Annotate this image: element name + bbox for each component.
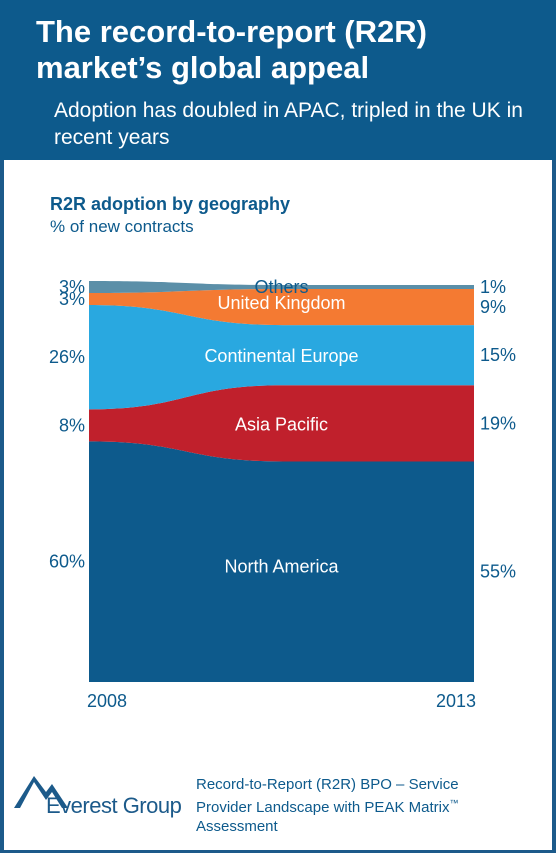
- chart-heading: R2R adoption by geography: [50, 194, 291, 214]
- footer-citation: Record-to-Report (R2R) BPO – Service Pro…: [196, 775, 546, 836]
- start-value-north-america: 60%: [49, 552, 85, 572]
- end-value-continental-europe: 15%: [480, 345, 516, 365]
- start-value-continental-europe: 26%: [49, 347, 85, 367]
- area-united-kingdom: [89, 289, 474, 326]
- x-tick-label-end: 2013: [436, 691, 476, 711]
- end-value-north-america: 55%: [480, 562, 516, 582]
- page-title: The record-to-report (R2R) market’s glob…: [36, 14, 427, 85]
- end-value-united-kingdom: 9%: [480, 297, 506, 317]
- series-label-asia-pacific: Asia Pacific: [235, 414, 328, 434]
- footer-line-3: Assessment: [196, 818, 278, 835]
- area-asia-pacific: [89, 385, 474, 462]
- x-tick-label-start: 2008: [87, 691, 127, 711]
- footer-line-1: Record-to-Report (R2R) BPO – Service: [196, 776, 459, 793]
- area-north-america: [89, 441, 474, 682]
- chart-subheading: % of new contracts: [50, 217, 194, 236]
- series-label-others: Others: [254, 277, 308, 297]
- area-continental-europe: [89, 305, 474, 410]
- series-label-north-america: North America: [224, 557, 339, 577]
- header-banner: The record-to-report (R2R) market’s glob…: [0, 0, 556, 160]
- page-subtitle: Adoption has doubled in APAC, tripled in…: [54, 99, 523, 149]
- series-label-continental-europe: Continental Europe: [204, 346, 358, 366]
- start-value-united-kingdom: 3%: [59, 289, 85, 309]
- trademark-mark: ™: [449, 798, 459, 808]
- start-value-asia-pacific: 8%: [59, 415, 85, 435]
- area-others: [89, 281, 474, 294]
- footer-line-2: Provider Landscape with PEAK Matrix: [196, 799, 450, 816]
- brand-name: Everest Group: [46, 793, 182, 818]
- end-value-asia-pacific: 19%: [480, 413, 516, 433]
- start-value-others: 3%: [59, 277, 85, 297]
- everest-logo-icon: [14, 776, 68, 808]
- end-value-others: 1%: [480, 277, 506, 297]
- series-label-united-kingdom: United Kingdom: [217, 293, 345, 313]
